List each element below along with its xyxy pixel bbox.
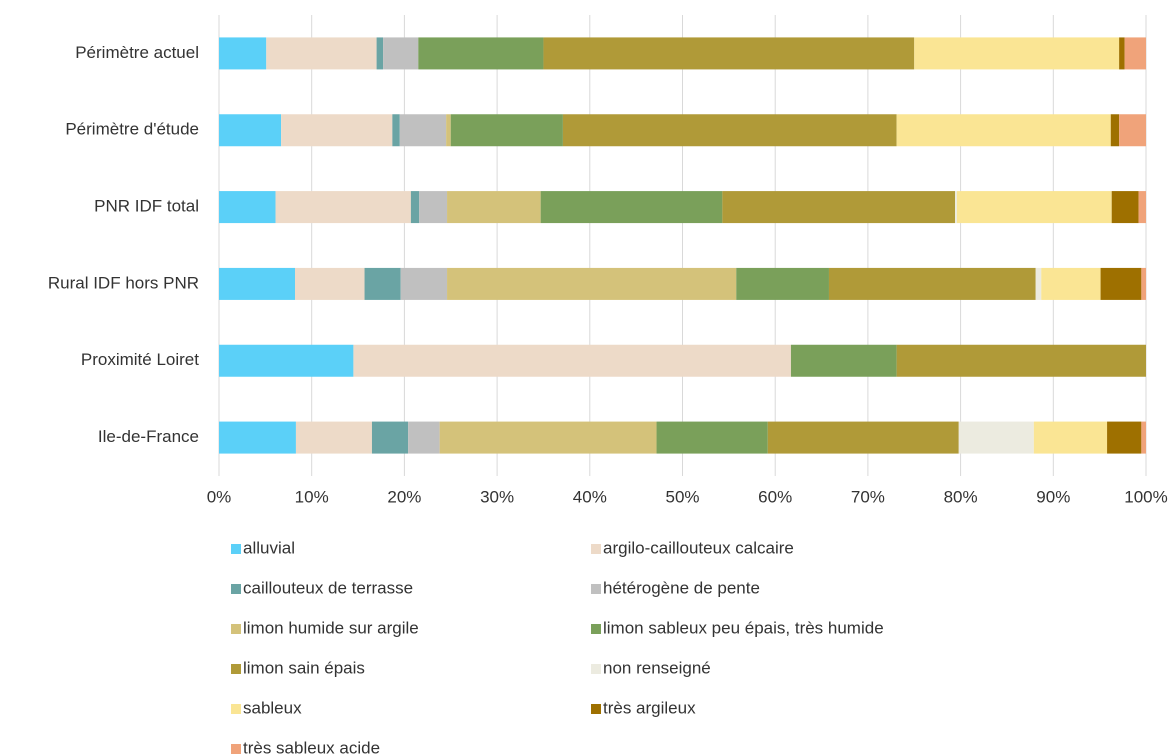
bar-segment <box>219 191 276 224</box>
bar-segment <box>736 267 829 300</box>
legend-label: limon sableux peu épais, très humide <box>603 618 884 637</box>
bar-segment <box>828 267 1036 300</box>
y-tick-label: Ile-de-France <box>98 427 199 446</box>
bar-segment <box>562 114 897 147</box>
legend-label: limon humide sur argile <box>243 618 419 637</box>
legend-label: sableux <box>243 698 302 717</box>
legend-label: caillouteux de terrasse <box>243 578 413 597</box>
y-tick-label: Proximité Loiret <box>81 350 199 369</box>
bar-segment <box>418 37 544 70</box>
bar-segment <box>1033 421 1108 454</box>
legend-label: très sableux acide <box>243 738 380 756</box>
bar-segment <box>1138 191 1146 224</box>
bar-segment <box>1141 267 1146 300</box>
bar-segment <box>353 344 791 377</box>
legend-swatch <box>231 704 241 714</box>
x-tick-label: 20% <box>387 487 421 506</box>
bar-segment <box>1041 267 1101 300</box>
bar-segment <box>376 37 384 70</box>
bar-segment <box>956 191 1112 224</box>
legend-swatch <box>231 584 241 594</box>
x-tick-label: 40% <box>573 487 607 506</box>
bar-segment <box>446 114 451 147</box>
bar-segment <box>790 344 897 377</box>
bar-segment <box>219 421 296 454</box>
bar-segment <box>266 37 377 70</box>
bar-segment <box>219 114 282 147</box>
legend-swatch <box>231 544 241 554</box>
y-tick-label: Périmètre d'étude <box>65 120 199 139</box>
bar-segment <box>540 191 723 224</box>
bar-segment <box>399 114 447 147</box>
bar-segment <box>447 267 737 300</box>
bar-segment <box>958 421 1034 454</box>
bar-segment <box>219 37 267 70</box>
legend-label: argilo-caillouteux calcaire <box>603 538 794 557</box>
x-tick-label: 60% <box>758 487 792 506</box>
bar-segment <box>1119 37 1125 70</box>
legend-label: limon sain épais <box>243 658 365 677</box>
x-tick-label: 50% <box>665 487 699 506</box>
bar-segment <box>447 191 541 224</box>
bar-segment <box>450 114 563 147</box>
x-tick-label: 0% <box>207 487 232 506</box>
bar-segment <box>408 421 440 454</box>
x-tick-label: 70% <box>851 487 885 506</box>
x-tick-label: 100% <box>1124 487 1167 506</box>
legend-label: très argileux <box>603 698 696 717</box>
legend-label: alluvial <box>243 538 295 557</box>
bar-segment <box>281 114 393 147</box>
bar-segment <box>1100 267 1142 300</box>
y-tick-label: PNR IDF total <box>94 197 199 216</box>
bar-segment <box>1110 114 1120 147</box>
bar-segment <box>392 114 400 147</box>
bar-segment <box>896 114 1111 147</box>
bar-segment <box>1124 37 1146 70</box>
bar-segment <box>400 267 448 300</box>
x-tick-label: 90% <box>1036 487 1070 506</box>
legend-label: hétérogène de pente <box>603 578 760 597</box>
bar-segment <box>543 37 915 70</box>
legend-swatch <box>591 704 601 714</box>
bar-segment <box>371 421 409 454</box>
bar-segment <box>295 267 365 300</box>
bar-segment <box>219 344 354 377</box>
legend-swatch <box>591 624 601 634</box>
bar-segment <box>439 421 657 454</box>
bar-segment <box>656 421 768 454</box>
bar-segment <box>275 191 411 224</box>
bar-segment <box>1111 191 1139 224</box>
legend-swatch <box>591 664 601 674</box>
bar-segment <box>364 267 401 300</box>
legend-swatch <box>231 664 241 674</box>
bar-segment <box>1035 267 1042 300</box>
bar-segment <box>1141 421 1146 454</box>
bar-segment <box>722 191 956 224</box>
legend-label: non renseigné <box>603 658 711 677</box>
legend-swatch <box>591 584 601 594</box>
legend-swatch <box>231 744 241 754</box>
bar-segment <box>295 421 372 454</box>
bar-segment <box>219 267 296 300</box>
x-tick-label: 30% <box>480 487 514 506</box>
bar-segment <box>383 37 419 70</box>
y-tick-label: Périmètre actuel <box>75 43 199 62</box>
y-tick-label: Rural IDF hors PNR <box>48 273 199 292</box>
bar-segment <box>896 344 1146 377</box>
bar-segment <box>1119 114 1146 147</box>
x-tick-label: 10% <box>295 487 329 506</box>
bar-segment <box>1107 421 1142 454</box>
bar-segment <box>419 191 448 224</box>
legend-swatch <box>591 544 601 554</box>
legend-swatch <box>231 624 241 634</box>
bar-segment <box>410 191 420 224</box>
x-tick-label: 80% <box>944 487 978 506</box>
bar-segment <box>767 421 959 454</box>
bar-segment <box>914 37 1120 70</box>
bar-segment <box>955 191 957 224</box>
